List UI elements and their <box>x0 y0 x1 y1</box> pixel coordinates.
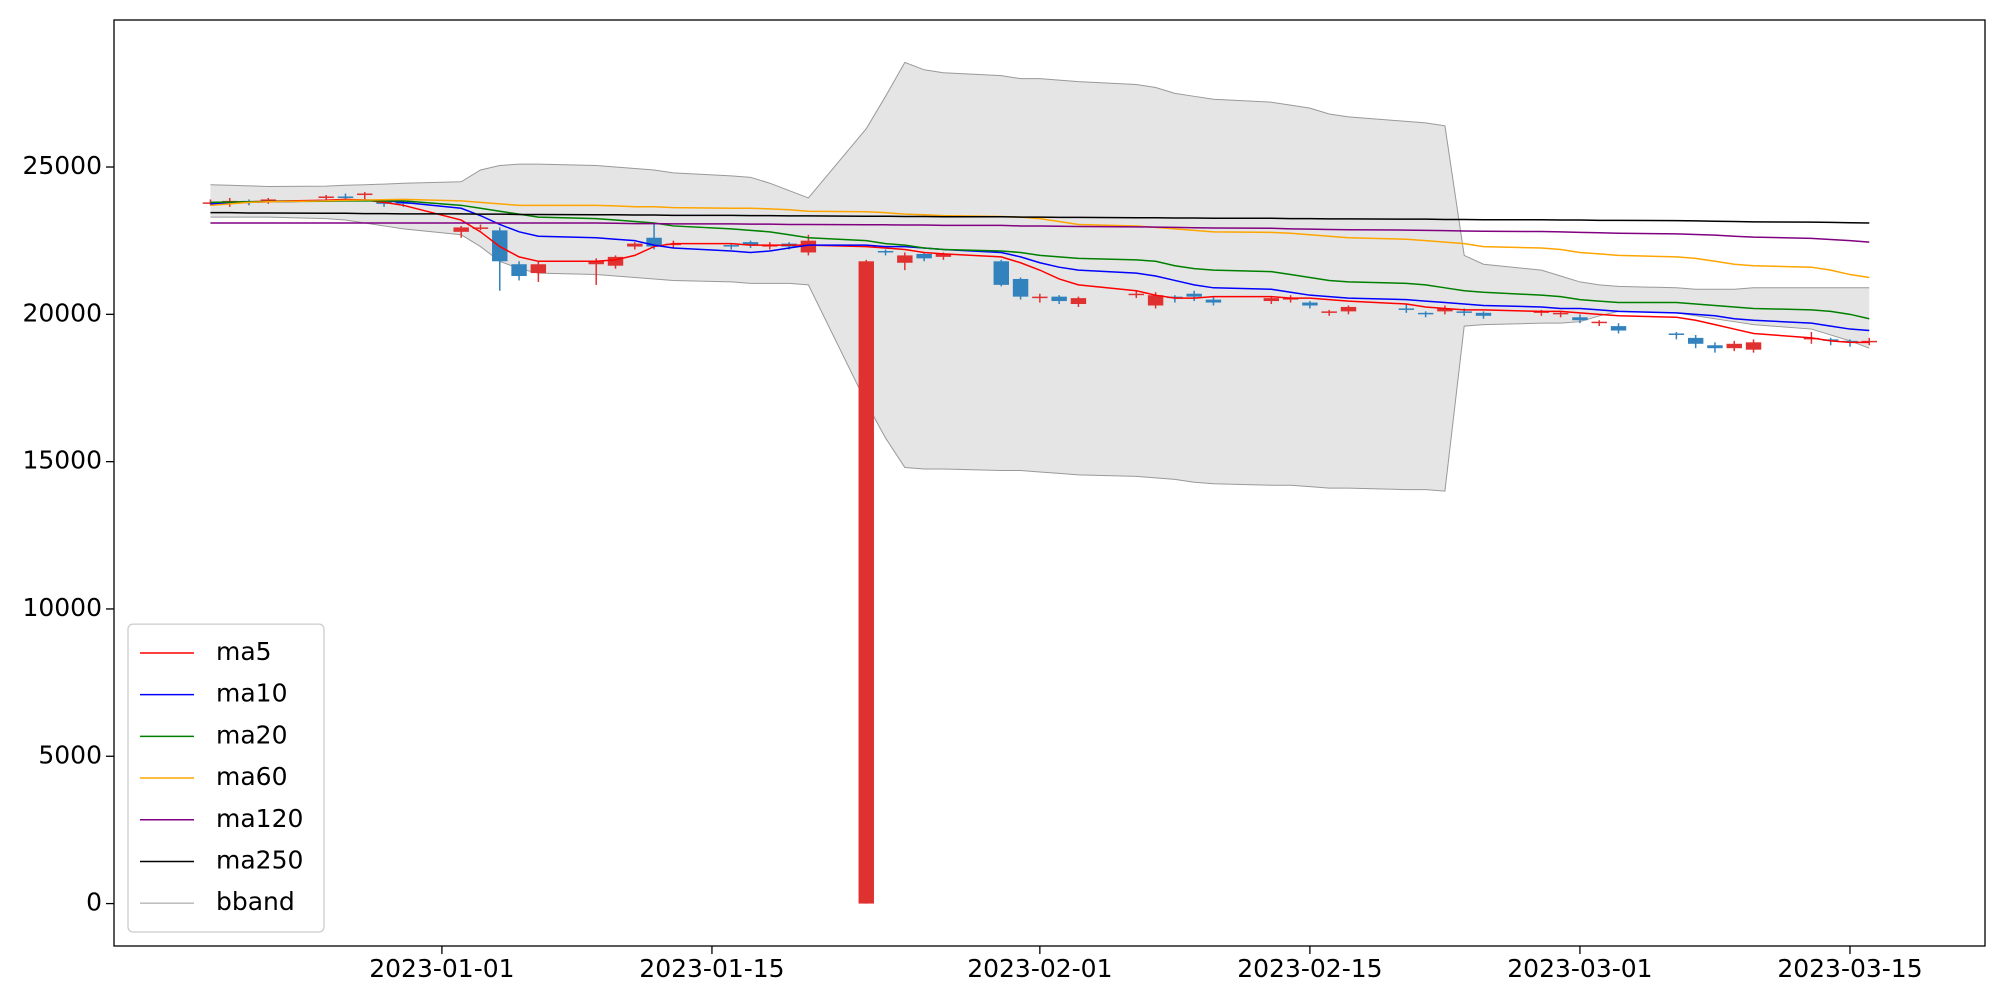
candle-body <box>1456 311 1472 313</box>
candle-body <box>858 261 874 904</box>
candle-body <box>1707 345 1723 349</box>
candle-body <box>1668 333 1685 335</box>
candle-body <box>1437 308 1453 312</box>
band-upper <box>210 61 1870 290</box>
candle-body <box>897 255 913 263</box>
candle-body <box>1726 343 1742 349</box>
band-area <box>210 62 1870 492</box>
candle-body <box>1572 317 1588 321</box>
candle-body <box>1687 337 1704 344</box>
candle-body <box>1147 295 1164 306</box>
candle-body <box>877 250 894 253</box>
candle-body <box>357 193 373 196</box>
plot-frame <box>113 19 1986 947</box>
candle-body <box>1051 296 1067 302</box>
x-tick-label: 2023-02-15 <box>1237 954 1382 983</box>
candle-body <box>1610 326 1627 331</box>
legend-label: ma120 <box>216 804 303 833</box>
y-tick-label: 0 <box>86 888 102 917</box>
candle-body <box>935 253 952 257</box>
candle-body <box>1591 321 1607 324</box>
candle-body <box>627 243 643 247</box>
y-tick-label: 10000 <box>22 593 102 622</box>
candle-body <box>318 196 334 198</box>
x-tick-label: 2023-01-15 <box>639 954 784 983</box>
y-tick-label: 20000 <box>22 298 102 327</box>
candle-body <box>1475 312 1492 316</box>
candle-body <box>607 256 624 266</box>
legend-label: ma10 <box>216 679 287 708</box>
candle-body <box>1282 298 1299 300</box>
ma-line <box>210 211 1870 224</box>
band-lower <box>210 216 1870 492</box>
candle-body <box>1032 296 1048 299</box>
legend: ma5 ma10 ma20 ma60 ma120 ma250 bband <box>127 623 325 933</box>
legend-label: ma60 <box>216 762 287 791</box>
candle-body <box>1745 342 1762 350</box>
candle-body <box>1321 311 1337 313</box>
ma-line <box>210 222 1870 243</box>
candle-body <box>1128 293 1145 296</box>
candle-body <box>1205 299 1222 303</box>
candle-body <box>588 261 604 265</box>
candle-body <box>530 264 547 274</box>
ma-line <box>210 198 1870 344</box>
ma-line <box>210 200 1870 320</box>
ma-line <box>210 198 1870 279</box>
ma-line <box>210 199 1870 332</box>
candle-body <box>1186 293 1202 297</box>
legend-box <box>127 623 325 933</box>
y-tick-label: 5000 <box>38 740 102 769</box>
legend-label: ma250 <box>216 845 303 874</box>
candle-body <box>1012 278 1029 297</box>
candle-body <box>472 227 489 229</box>
candle-body <box>453 227 469 232</box>
candle-body <box>1340 306 1357 312</box>
candle-body <box>742 242 759 246</box>
candle-body <box>1070 298 1087 305</box>
candle-body <box>1533 311 1550 313</box>
y-tick-label: 15000 <box>22 446 102 475</box>
candle-body <box>1398 308 1415 310</box>
candle-body <box>1552 312 1569 315</box>
legend-label: bband <box>216 887 295 916</box>
candle-body <box>723 245 739 247</box>
candle-body <box>800 240 817 253</box>
legend-label: ma20 <box>216 720 287 749</box>
candle-body <box>1263 298 1280 302</box>
x-tick-label: 2023-03-15 <box>1777 954 1922 983</box>
x-tick-label: 2023-03-01 <box>1507 954 1652 983</box>
candle-body <box>1302 302 1318 306</box>
candle-body <box>916 253 932 259</box>
candle-body <box>646 237 662 247</box>
x-tick-label: 2023-02-01 <box>967 954 1112 983</box>
y-tick-label: 25000 <box>22 151 102 180</box>
candle-body <box>511 264 527 277</box>
candle-body <box>260 199 277 201</box>
candle-body <box>762 245 778 247</box>
candle-body <box>993 261 1009 285</box>
candle-body <box>1417 312 1434 315</box>
x-tick-label: 2023-01-01 <box>369 954 514 983</box>
legend-label: ma5 <box>216 637 272 666</box>
candle-body <box>337 196 354 198</box>
